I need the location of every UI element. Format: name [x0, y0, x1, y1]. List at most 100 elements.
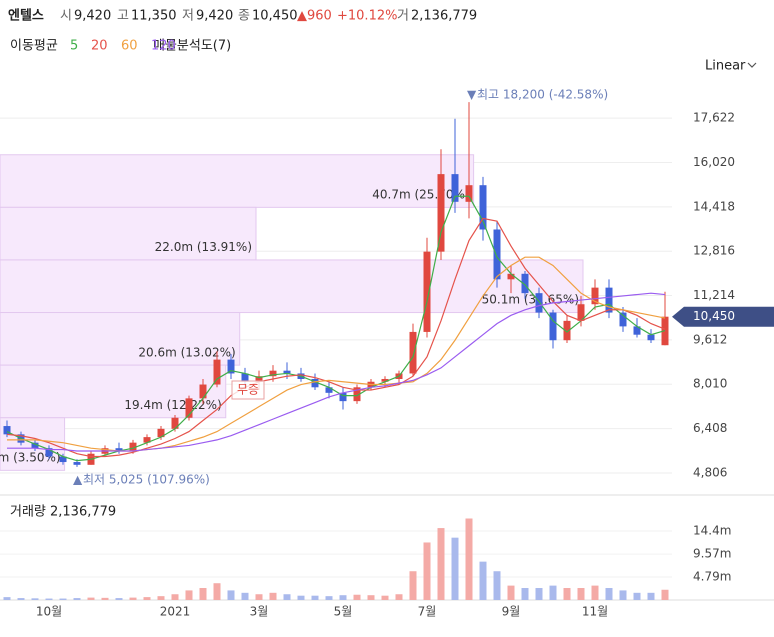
stock-name: 엔텔스	[8, 8, 44, 24]
volume-tick-label: 4.79m	[693, 570, 731, 584]
candle-body	[339, 392, 347, 402]
volume-bar	[619, 590, 627, 600]
y-tick-label: 14,418	[693, 199, 735, 213]
volume-bar	[255, 594, 263, 600]
volume-bar	[73, 598, 81, 600]
candle-body	[143, 437, 151, 443]
volume-bar	[31, 598, 39, 600]
candle-body	[381, 378, 389, 382]
moving-average	[7, 292, 666, 452]
volume-bar	[45, 598, 53, 600]
dropdown-icon[interactable]	[747, 62, 757, 68]
candle-body	[325, 387, 333, 393]
candle-body	[73, 462, 81, 465]
volume-bar	[353, 594, 361, 600]
candle-body	[269, 370, 277, 377]
candle-body	[45, 448, 53, 457]
low-marker: ▲	[73, 473, 83, 487]
high-annotation: 최고 18,200 (-42.58%)	[477, 88, 608, 102]
candle-body	[409, 331, 417, 374]
candle-body	[353, 387, 361, 402]
candle-body	[493, 229, 501, 280]
volume-bar	[381, 595, 389, 600]
volume-bar	[535, 588, 543, 600]
volume-bar	[409, 571, 417, 600]
volume-bar	[521, 588, 529, 600]
volume-bar	[647, 592, 655, 600]
candle-body	[129, 442, 137, 451]
scale-label[interactable]: Linear	[705, 59, 746, 74]
volume-bar	[549, 585, 557, 600]
volume-bar	[101, 597, 109, 600]
volume-bar	[213, 583, 221, 600]
volume-bar	[451, 537, 459, 600]
x-tick-label: 3월	[250, 605, 269, 619]
candle-body	[605, 287, 613, 313]
volume-bar	[605, 588, 613, 600]
candle-body	[3, 426, 11, 435]
moving-average	[6, 217, 666, 458]
volume-bar	[661, 589, 669, 600]
volume-bar	[437, 528, 445, 600]
volume-bar	[87, 597, 95, 600]
x-tick-label: 7월	[418, 605, 437, 619]
profile-label: 22.0m (13.91%)	[155, 240, 252, 254]
ma-label: 이동평균	[10, 39, 58, 54]
profile-label: 50.1m (31.65%)	[482, 293, 579, 307]
candle-body	[311, 378, 319, 388]
candle-body	[31, 442, 39, 449]
volume-bar	[591, 585, 599, 600]
low-annotation: 최저 5,025 (107.96%)	[83, 473, 210, 487]
candle-body	[507, 273, 515, 280]
change-pct: +10.12%	[337, 9, 397, 24]
candle-body	[199, 384, 207, 399]
candle-body	[535, 293, 543, 313]
profile-bar	[0, 206, 257, 261]
volume-bar	[269, 592, 277, 600]
candle-body	[633, 326, 641, 335]
volume-bar	[241, 592, 249, 600]
volume-tick-label: 14.4m	[693, 523, 731, 537]
profile-bar	[0, 154, 475, 208]
y-tick-label: 12,816	[693, 244, 735, 258]
volume-bar	[59, 598, 67, 600]
volume-bar	[325, 596, 333, 600]
last-price-label: 10,450	[693, 309, 735, 323]
candle-body	[577, 304, 585, 321]
x-tick-label: 2021	[160, 605, 191, 619]
ma-legend: 5	[70, 39, 78, 54]
ma-legend: 60	[121, 39, 138, 54]
volume-bar	[157, 596, 165, 600]
candle-body	[157, 428, 165, 438]
profile-bar	[0, 312, 241, 366]
profile-label: 19.4m (12.22%)	[124, 398, 221, 412]
candle-body	[171, 417, 179, 429]
y-tick-label: 8,010	[693, 377, 727, 391]
high-label: 고	[117, 9, 129, 24]
low-label: 저	[182, 9, 194, 24]
candle-body	[619, 312, 627, 327]
y-tick-label: 16,020	[693, 155, 735, 169]
profile-label: 5.55m (3.50%)	[0, 451, 61, 465]
volume-bar	[185, 590, 193, 600]
candle-body	[437, 174, 445, 252]
candle-body	[549, 312, 557, 341]
close-label: 종	[238, 9, 250, 24]
volume-bar	[465, 518, 473, 600]
high-marker: ▼	[467, 88, 477, 102]
volume-bar	[367, 595, 375, 600]
open-value: 9,420	[74, 9, 111, 24]
volume-bar	[297, 595, 305, 600]
event-box	[231, 380, 265, 400]
volume-title: 거래량 2,136,779	[10, 505, 116, 520]
volume-bar	[563, 588, 571, 600]
x-tick-label: 11월	[582, 605, 608, 619]
candle-body	[185, 398, 193, 418]
profile-label: 40.7m (25.70%)	[372, 188, 469, 202]
profile-bar	[0, 259, 584, 314]
volume-bar	[283, 594, 291, 600]
candle-body	[451, 174, 459, 202]
low-value: 9,420	[196, 9, 233, 24]
event-label: 무증	[237, 383, 259, 397]
